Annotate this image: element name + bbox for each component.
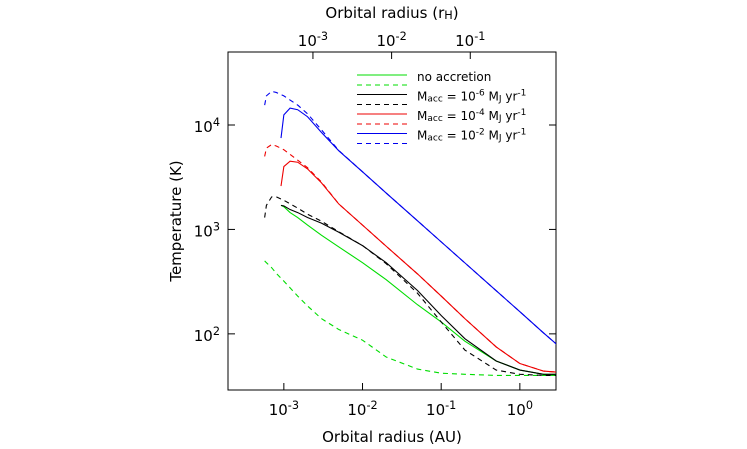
series-line	[264, 143, 556, 373]
series-line	[280, 204, 556, 375]
x-tick-label: 100	[507, 399, 533, 418]
x2-tick-label: 10-1	[455, 30, 485, 49]
series-line	[280, 107, 556, 345]
y-axis-label: Temperature (K)	[167, 160, 185, 282]
x-axis-label: Orbital radius (AU)	[322, 428, 462, 446]
legend-label: no accretion	[417, 70, 491, 84]
legend-label: Macc = 10-4 MJ yr-1	[417, 108, 526, 123]
series-line	[264, 260, 556, 376]
legend-label: Macc = 10-6 MJ yr-1	[417, 89, 526, 104]
series-line	[264, 196, 556, 376]
series-line	[264, 90, 556, 345]
y-tick-label: 104	[194, 116, 220, 135]
x2-tick-label: 10-3	[298, 30, 328, 49]
series-line	[280, 160, 556, 373]
y-tick-label: 102	[194, 325, 220, 344]
x2-axis-label: Orbital radius (rH)	[325, 4, 458, 22]
x2-tick-label: 10-2	[376, 30, 406, 49]
x-tick-label: 10-3	[269, 399, 299, 418]
legend-label: Macc = 10-2 MJ yr-1	[417, 128, 526, 143]
y-tick-label: 103	[194, 221, 220, 240]
x-tick-label: 10-2	[347, 399, 377, 418]
x-tick-label: 10-1	[426, 399, 456, 418]
series-line	[280, 204, 556, 375]
